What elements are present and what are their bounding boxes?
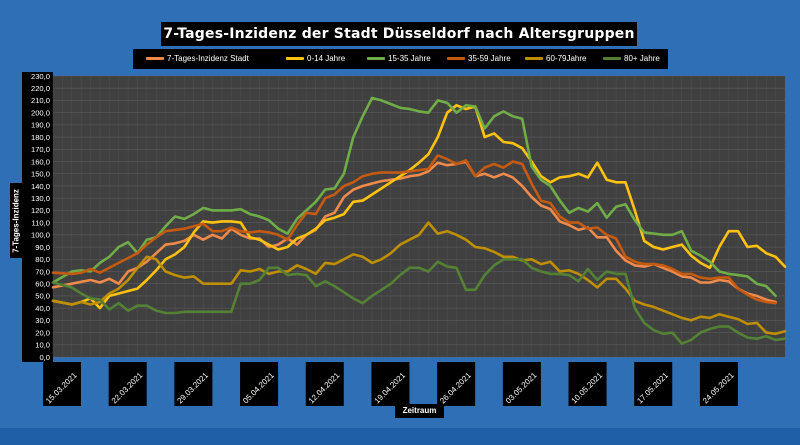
y-tick-label: 130,0 [31,194,50,203]
y-tick-label: 10,0 [35,341,50,350]
legend-item: 15-35 Jahre [367,49,431,69]
y-tick-label: 20,0 [35,328,50,337]
x-tick-box [699,362,738,406]
x-tick: 17.05.2021 [634,362,673,406]
y-tick-label: 100,0 [31,231,50,240]
y-tick-label: 0,0 [39,353,50,362]
x-tick-box [568,362,607,406]
legend: 7-Tages-Inzidenz Stadt 0-14 Jahre 15-35 Ja… [133,49,668,69]
x-tick-box [108,362,147,406]
y-tick-label: 220,0 [31,84,50,93]
legend-label: 15-35 Jahre [388,54,431,63]
legend-swatch [146,57,164,61]
x-tick-box [502,362,541,406]
y-tick-label: 30,0 [35,316,50,325]
y-tick-label: 140,0 [31,182,50,191]
y-tick-label: 70,0 [35,267,50,276]
x-tick: 22.03.2021 [108,362,147,406]
legend-label: 60-79Jahre [546,54,587,63]
x-tick: 10.05.2021 [568,362,607,406]
y-tick-label: 50,0 [35,292,50,301]
x-tick: 24.05.2021 [699,362,738,406]
x-tick-box [174,362,213,406]
y-tick-label: 230,0 [31,72,50,81]
x-tick: 29.03.2021 [174,362,213,406]
x-tick-box [371,362,410,406]
x-tick: 12.04.2021 [305,362,344,406]
x-axis-label: Zeitraum [395,404,444,418]
x-tick-box [437,362,476,406]
x-tick-box [305,362,344,406]
y-tick-label: 80,0 [35,255,50,264]
series-line [51,154,777,305]
legend-item: 80+ Jahre [603,49,660,69]
legend-item: 7-Tages-Inzidenz Stadt [146,49,249,69]
bottom-strip [0,428,800,445]
x-tick: 19.04.2021 [371,362,410,406]
legend-swatch [603,57,621,61]
legend-swatch [525,57,543,61]
series-line [51,258,787,345]
y-tick-strip [22,72,53,362]
y-tick-label: 180,0 [31,133,50,142]
legend-swatch [367,57,385,61]
legend-label: 80+ Jahre [624,54,660,63]
y-tick-label: 160,0 [31,157,50,166]
y-tick-label: 200,0 [31,108,50,117]
legend-item: 60-79Jahre [525,49,586,69]
legend-swatch [447,57,465,61]
y-tick-label: 90,0 [35,243,50,252]
y-tick-label: 170,0 [31,145,50,154]
y-tick-label: 190,0 [31,121,50,130]
legend-label: 0-14 Jahre [307,54,346,63]
x-tick-box [240,362,279,406]
legend-label: 7-Tages-Inzidenz Stadt [167,54,249,63]
y-tick-label: 120,0 [31,206,50,215]
y-tick-label: 210,0 [31,96,50,105]
series-line [51,104,787,310]
chart-title: 7-Tages-Inzidenz der Stadt Düsseldorf na… [161,22,637,46]
x-tick-box [634,362,673,406]
x-tick: 05.04.2021 [240,362,279,406]
legend-label: 35-59 Jahre [468,54,511,63]
legend-swatch [286,57,304,61]
y-tick-label: 110,0 [32,218,50,227]
x-tick: 15.03.2021 [43,362,81,406]
legend-item: 35-59 Jahre [447,49,511,69]
y-tick-label: 150,0 [31,170,50,179]
series-line [51,221,787,336]
y-tick-label: 60,0 [35,279,50,288]
x-tick: 03.05.2021 [502,362,541,406]
y-tick-label: 40,0 [35,304,50,313]
x-tick-box [43,362,81,406]
y-axis-label-box: 7-Tages-Inzidenz [10,183,22,258]
x-tick: 26.04.2021 [437,362,476,406]
series-line [51,96,777,298]
legend-item: 0-14 Jahre [286,49,345,69]
